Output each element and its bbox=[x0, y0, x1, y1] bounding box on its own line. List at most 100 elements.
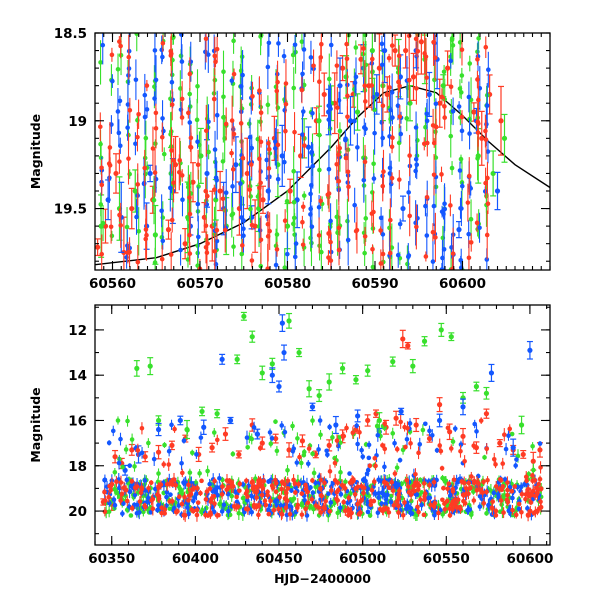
data-point bbox=[152, 48, 158, 53]
data-point bbox=[434, 448, 440, 453]
data-point bbox=[137, 499, 143, 504]
data-point bbox=[306, 446, 312, 451]
data-point bbox=[111, 497, 117, 502]
data-point bbox=[142, 503, 147, 508]
data-point bbox=[214, 411, 220, 417]
data-point bbox=[156, 484, 161, 489]
data-point bbox=[102, 477, 107, 483]
data-point bbox=[313, 503, 319, 508]
data-point bbox=[479, 135, 485, 141]
data-point bbox=[229, 212, 235, 218]
data-point bbox=[164, 494, 169, 500]
data-point bbox=[397, 177, 402, 182]
data-point bbox=[392, 440, 397, 446]
data-point bbox=[459, 73, 465, 78]
data-point bbox=[273, 419, 278, 424]
data-point bbox=[229, 493, 235, 499]
data-point bbox=[386, 510, 392, 515]
data-point bbox=[421, 512, 427, 518]
data-point bbox=[459, 47, 465, 53]
data-point bbox=[188, 59, 194, 65]
data-point bbox=[220, 159, 226, 164]
data-point bbox=[418, 39, 424, 45]
data-point bbox=[266, 511, 272, 517]
data-point bbox=[374, 423, 380, 429]
data-point bbox=[322, 506, 328, 511]
data-point bbox=[344, 41, 349, 47]
data-point bbox=[389, 175, 395, 181]
data-point bbox=[254, 495, 259, 500]
data-point bbox=[285, 486, 291, 491]
data-point bbox=[330, 435, 335, 440]
data-point bbox=[466, 94, 472, 100]
data-point bbox=[397, 457, 403, 463]
data-point bbox=[261, 478, 267, 484]
data-point bbox=[433, 101, 439, 107]
data-point bbox=[445, 486, 450, 492]
data-point bbox=[279, 486, 284, 492]
data-point bbox=[134, 365, 140, 371]
data-point bbox=[458, 448, 463, 454]
data-point bbox=[502, 477, 508, 482]
data-point bbox=[169, 217, 175, 223]
data-point bbox=[301, 452, 307, 458]
data-point bbox=[353, 45, 359, 50]
data-point bbox=[308, 55, 314, 60]
data-point bbox=[365, 368, 371, 374]
data-point bbox=[471, 498, 477, 503]
data-point bbox=[466, 173, 472, 179]
data-point bbox=[524, 478, 529, 484]
data-point bbox=[186, 482, 191, 488]
data-point bbox=[319, 41, 324, 47]
data-point bbox=[343, 137, 348, 143]
data-point bbox=[318, 477, 324, 483]
data-point bbox=[498, 477, 504, 483]
data-point bbox=[457, 86, 463, 91]
data-point bbox=[354, 109, 361, 115]
data-point bbox=[265, 188, 271, 194]
data-point bbox=[127, 249, 132, 255]
data-point bbox=[195, 500, 201, 505]
data-point bbox=[503, 446, 509, 452]
data-point bbox=[112, 469, 118, 475]
data-point bbox=[438, 327, 444, 333]
y-tick-label: 19 bbox=[68, 114, 87, 130]
data-point bbox=[121, 501, 126, 506]
data-point bbox=[187, 71, 193, 77]
data-point bbox=[250, 484, 256, 490]
data-point bbox=[408, 492, 414, 498]
data-point bbox=[234, 494, 239, 500]
data-point bbox=[195, 83, 200, 89]
green-series bbox=[133, 311, 525, 440]
data-point bbox=[489, 505, 495, 511]
data-point bbox=[227, 417, 234, 424]
data-point bbox=[291, 85, 297, 91]
data-point bbox=[527, 347, 533, 353]
data-point bbox=[413, 471, 418, 477]
data-point bbox=[318, 486, 323, 492]
data-point bbox=[211, 509, 217, 515]
data-point bbox=[229, 150, 234, 156]
data-point bbox=[510, 507, 515, 513]
data-point bbox=[196, 184, 201, 189]
data-point bbox=[345, 218, 350, 224]
data-point bbox=[266, 140, 271, 146]
data-point bbox=[421, 338, 428, 344]
data-point bbox=[98, 202, 104, 207]
data-point bbox=[417, 442, 423, 447]
data-point bbox=[214, 112, 220, 118]
data-point bbox=[231, 38, 236, 44]
data-point bbox=[135, 134, 140, 140]
data-point bbox=[343, 479, 348, 485]
data-point bbox=[509, 488, 515, 494]
data-point bbox=[353, 426, 359, 433]
x-tick-label: 60600 bbox=[439, 276, 486, 292]
data-point bbox=[221, 94, 226, 100]
data-point bbox=[459, 114, 465, 120]
data-point bbox=[203, 188, 209, 194]
data-point bbox=[211, 96, 217, 102]
data-point bbox=[117, 159, 122, 164]
data-point bbox=[187, 470, 193, 475]
data-point bbox=[212, 501, 217, 506]
data-point bbox=[308, 503, 313, 509]
